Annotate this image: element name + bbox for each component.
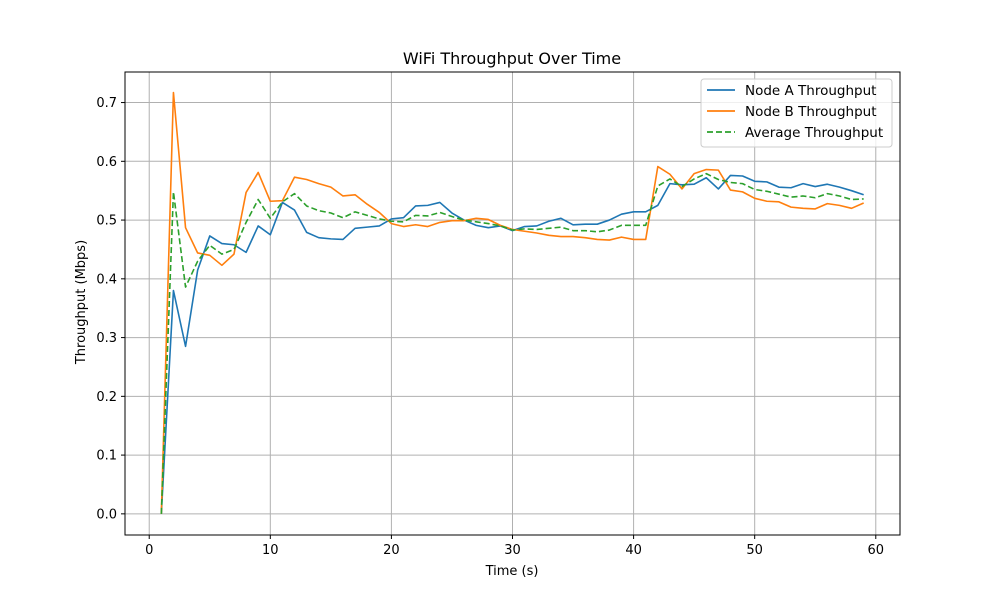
y-tick-label: 0.3 <box>96 331 117 346</box>
x-axis-label: Time (s) <box>485 564 539 579</box>
x-tick-label: 0 <box>145 543 153 558</box>
x-tick-label: 60 <box>868 543 885 558</box>
chart-title: WiFi Throughput Over Time <box>403 49 621 68</box>
legend-label-1: Node A Throughput <box>745 83 876 99</box>
y-tick-label: 0.4 <box>96 272 117 287</box>
series-line-3 <box>160 172 864 514</box>
x-tick-label: 50 <box>746 543 763 558</box>
x-tick-label: 30 <box>504 543 521 558</box>
legend-label-3: Average Throughput <box>745 125 883 141</box>
x-tick-label: 40 <box>625 543 642 558</box>
y-tick-label: 0.0 <box>96 507 117 522</box>
y-tick-label: 0.2 <box>96 390 117 405</box>
y-tick-label: 0.5 <box>96 214 117 229</box>
legend: Node A Throughput Node B Throughput Averag… <box>700 78 893 148</box>
legend-box <box>700 78 893 148</box>
x-tick-label: 10 <box>262 543 279 558</box>
grid-lines <box>125 72 900 535</box>
y-tick-label: 0.7 <box>96 96 117 111</box>
y-axis-label: Throughput (Mbps) <box>74 240 89 365</box>
axis-ticks: 0 10 20 30 40 50 60 0.0 0.1 0.2 0.3 0.4 0.5 0.6 0.7 <box>96 96 884 558</box>
legend-label-2: Node B Throughput <box>745 104 877 120</box>
y-tick-label: 0.1 <box>96 449 117 464</box>
x-tick-label: 20 <box>383 543 400 558</box>
y-tick-label: 0.6 <box>96 155 117 170</box>
series-lines <box>160 91 864 514</box>
